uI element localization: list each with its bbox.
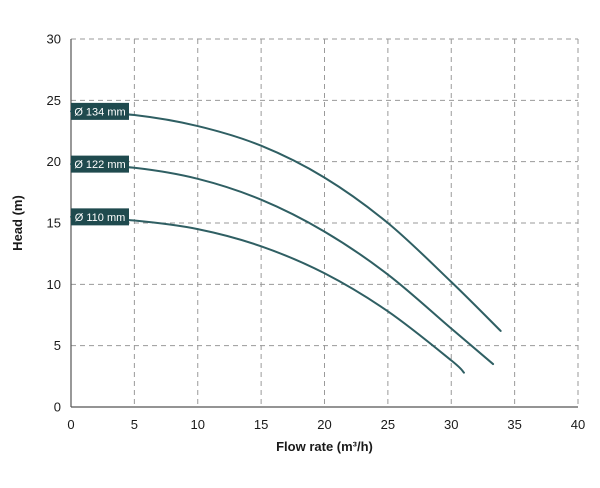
tick-labels: 0 5 10 15 20 25 30 35 40 0 5 10 15 20 25 30 bbox=[47, 32, 586, 433]
series-line bbox=[70, 110, 502, 332]
x-tick-label: 40 bbox=[571, 417, 585, 432]
y-tick-label: 5 bbox=[54, 338, 61, 353]
series-label: Ø 134 mm bbox=[74, 106, 125, 118]
x-axis-title: Flow rate (m³/h) bbox=[276, 439, 373, 454]
x-tick-label: 5 bbox=[131, 417, 138, 432]
y-tick-label: 25 bbox=[47, 93, 61, 108]
series-label-box bbox=[71, 102, 129, 120]
y-tick-label: 30 bbox=[47, 32, 61, 47]
series-line bbox=[70, 163, 495, 366]
x-tick-label: 10 bbox=[191, 417, 205, 432]
x-tick-label: 30 bbox=[444, 417, 458, 432]
y-tick-label: 0 bbox=[54, 400, 61, 415]
series-label-box bbox=[71, 155, 129, 173]
y-tick-label: 10 bbox=[47, 277, 61, 292]
x-tick-label: 0 bbox=[67, 417, 74, 432]
x-tick-label: 20 bbox=[317, 417, 331, 432]
x-tick-label: 25 bbox=[381, 417, 395, 432]
series-label-box bbox=[71, 208, 129, 226]
y-tick-label: 20 bbox=[47, 154, 61, 169]
series-labels: Ø 134 mm Ø 122 mm Ø 110 mm bbox=[71, 102, 129, 226]
series-label: Ø 110 mm bbox=[75, 212, 126, 224]
series bbox=[70, 110, 502, 374]
y-axis-title: Head (m) bbox=[10, 195, 25, 251]
y-tick-label: 15 bbox=[47, 216, 61, 231]
series-line bbox=[70, 215, 465, 374]
x-tick-label: 35 bbox=[507, 417, 521, 432]
grid bbox=[70, 38, 579, 408]
x-tick-label: 15 bbox=[254, 417, 268, 432]
series-label: Ø 122 mm bbox=[74, 159, 125, 171]
